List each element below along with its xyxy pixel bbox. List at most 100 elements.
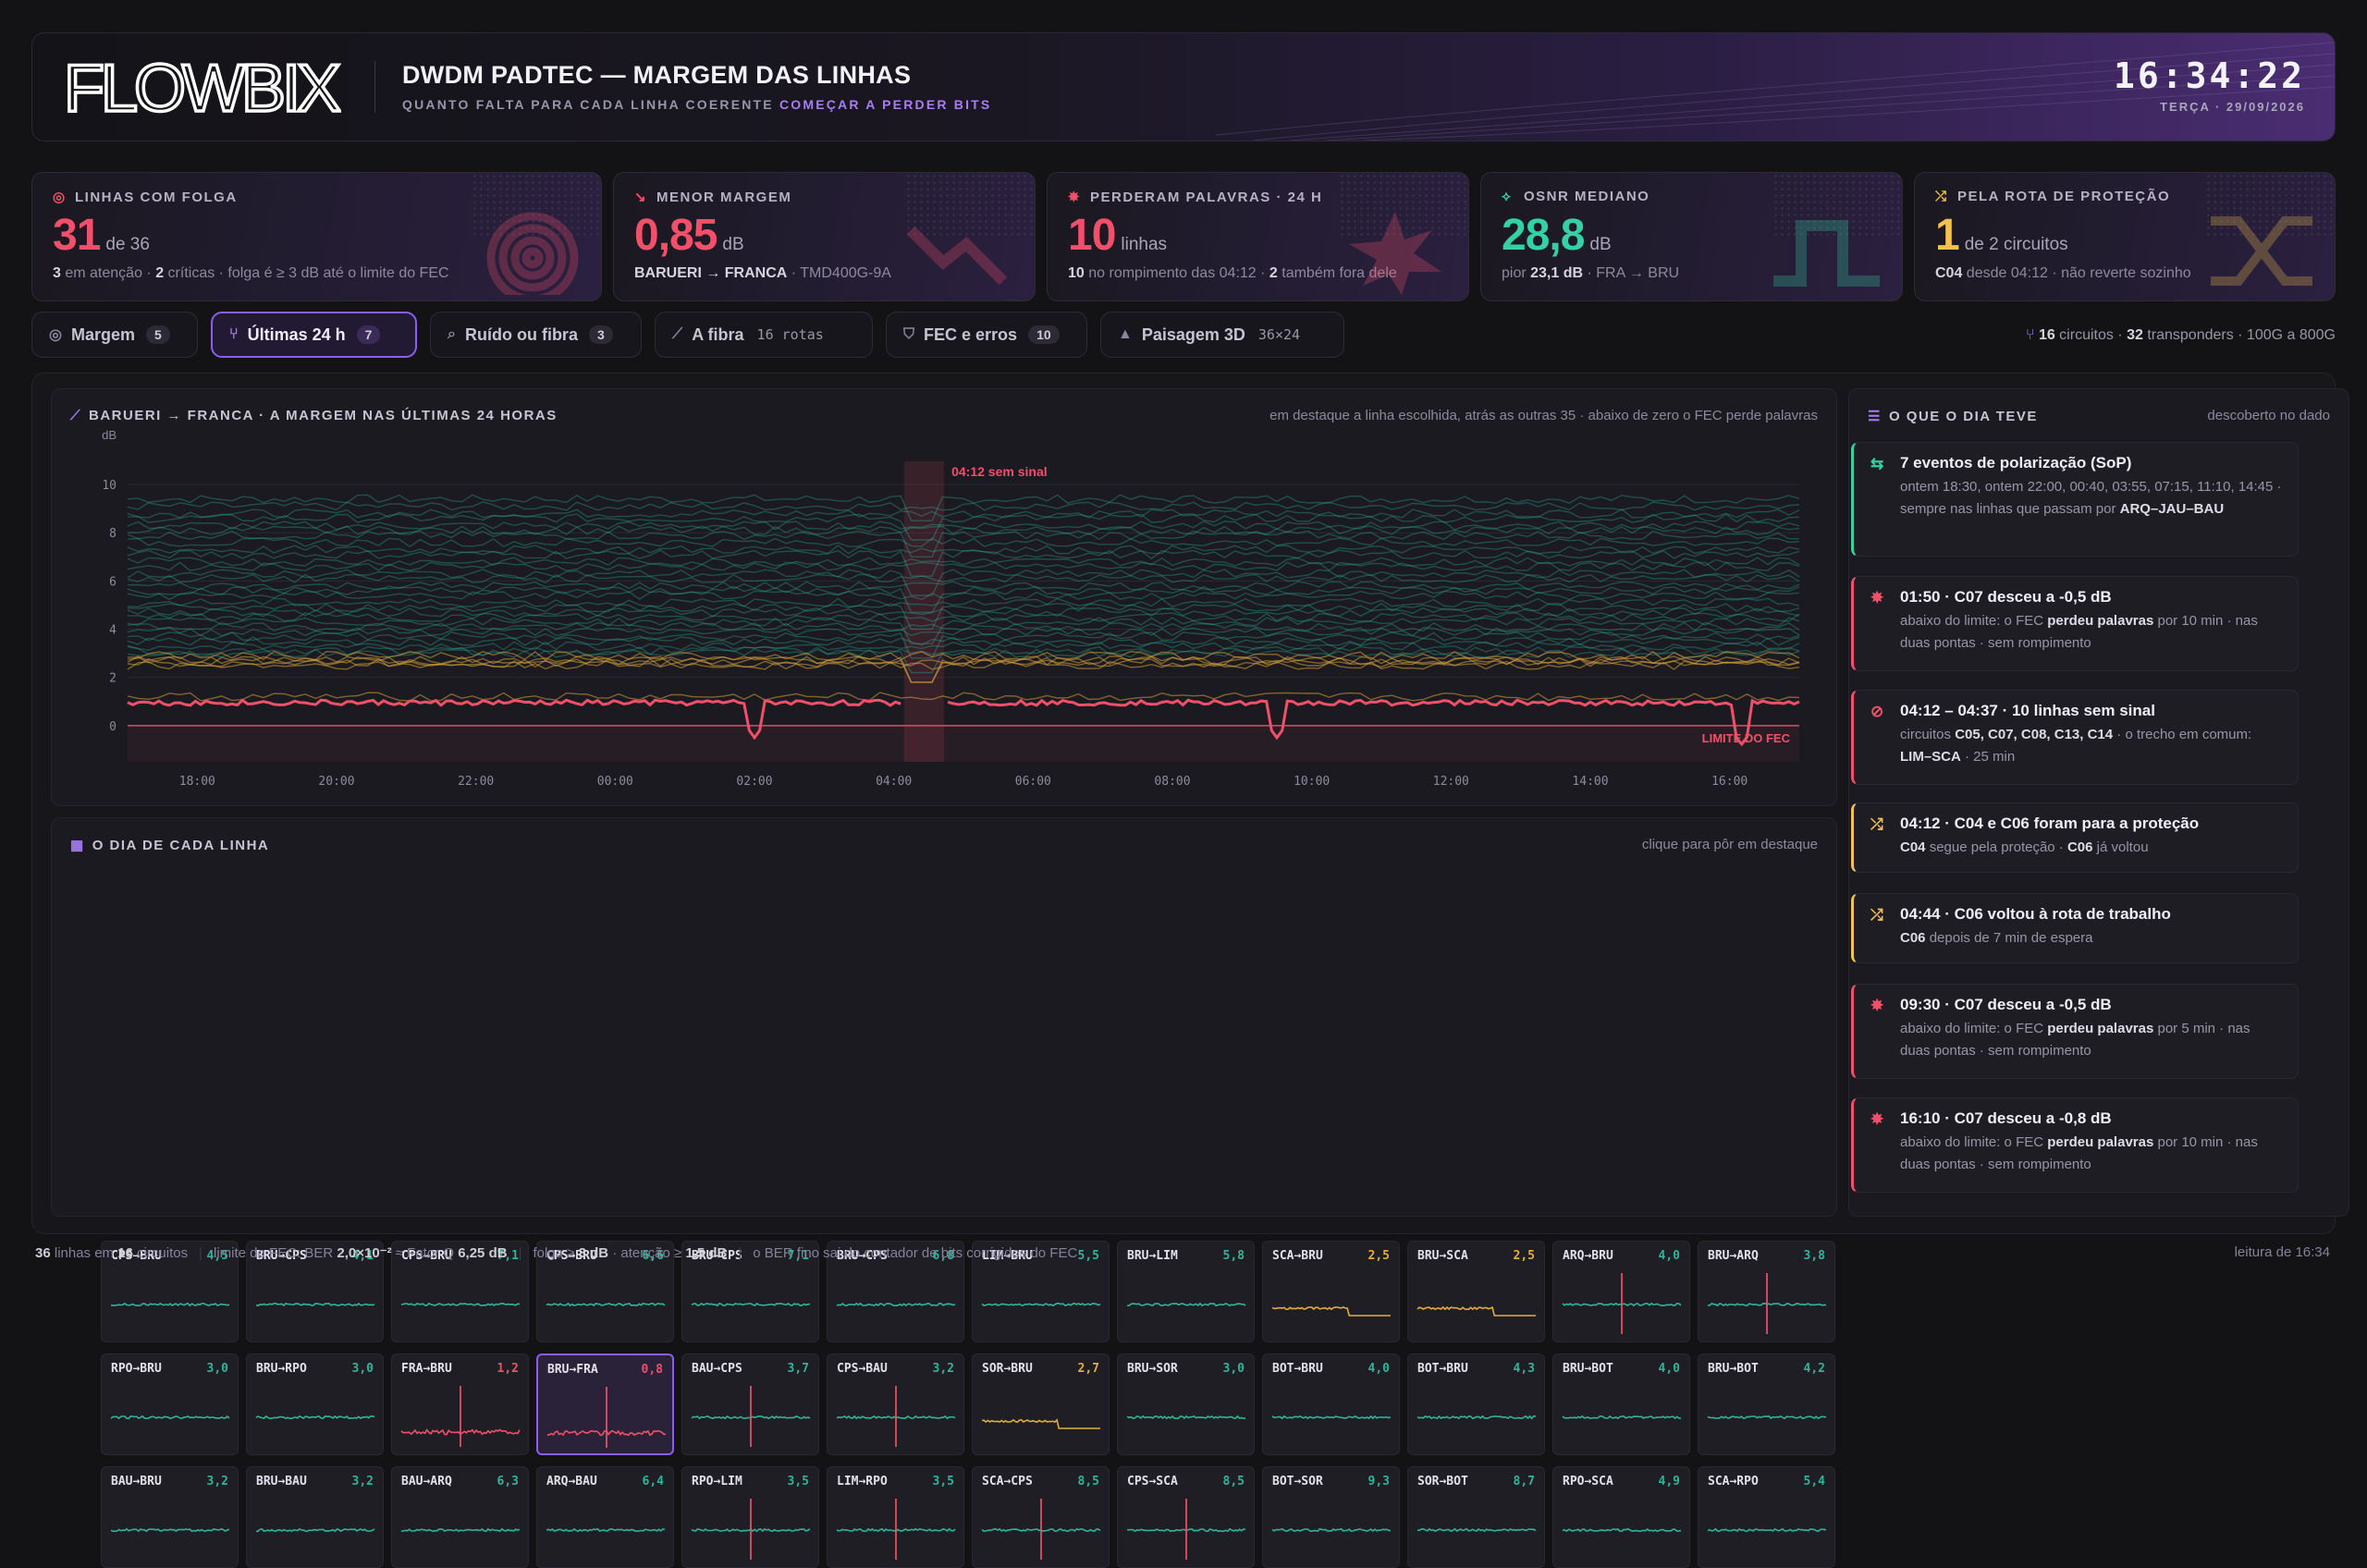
line-card[interactable]: BRU→CPS 4,1	[246, 1241, 384, 1342]
line-card-name: FRA→BRU	[401, 1362, 452, 1376]
line-card-name: LIM→BRU	[982, 1249, 1033, 1263]
tab-margem[interactable]: ◎ Margem 5	[31, 312, 198, 358]
highlight-line[interactable]	[127, 698, 1800, 747]
event-icon: ⇆	[1870, 455, 1884, 472]
event-icon: ✸	[1870, 997, 1884, 1014]
line-card[interactable]: SCA→CPS 8,5	[972, 1466, 1110, 1568]
outage-band	[903, 461, 945, 762]
line-card[interactable]: SCA→BRU 2,5	[1262, 1241, 1400, 1342]
line-card-name: BRU→CPS	[837, 1249, 888, 1263]
line-card-name: SCA→CPS	[982, 1475, 1033, 1488]
line-card[interactable]: CPS→BRU 6,6	[536, 1241, 674, 1342]
line-card[interactable]: RPO→SCA 4,9	[1552, 1466, 1690, 1568]
tab-badge: 10	[1028, 325, 1060, 344]
y-axis-label: dB	[102, 428, 117, 442]
line-card-name: BRU→CPS	[256, 1249, 307, 1263]
background-line	[127, 641, 1800, 652]
line-card-name: ARQ→BRU	[1563, 1249, 1613, 1263]
event-card[interactable]: ⤮ 04:44 · C06 voltou à rota de trabalho C0…	[1851, 893, 2299, 963]
tab-a-fibra[interactable]: ⟋ A fibra 16 rotas	[655, 312, 873, 358]
line-card[interactable]: SCA→RPO 5,4	[1698, 1466, 1835, 1568]
line-card[interactable]: BRU→BOT 4,2	[1698, 1354, 1835, 1455]
line-card-margin: 4,9	[1658, 1475, 1680, 1488]
event-card[interactable]: ⊘ 04:12 – 04:37 · 10 linhas sem sinal circ…	[1851, 690, 2299, 785]
line-card-margin: 3,0	[1222, 1362, 1245, 1376]
line-card[interactable]: SOR→BOT 8,7	[1407, 1466, 1545, 1568]
tab-ruido-ou-fibra[interactable]: ⌕ Ruído ou fibra 3	[430, 312, 642, 358]
line-card[interactable]: BRU→BAU 3,2	[246, 1466, 384, 1568]
line-card-margin: 4,0	[1658, 1362, 1680, 1376]
line-card[interactable]: BRU→CPS 6,8	[827, 1241, 964, 1342]
line-card[interactable]: BOT→SOR 9,3	[1262, 1466, 1400, 1568]
line-card[interactable]: LIM→BRU 5,5	[972, 1241, 1110, 1342]
line-card[interactable]: RPO→LIM 3,5	[681, 1466, 819, 1568]
line-card[interactable]: BRU→BOT 4,0	[1552, 1354, 1690, 1455]
pulse-decoration	[1773, 220, 1880, 287]
event-body: circuitos C05, C07, C08, C13, C14 · o tr…	[1900, 727, 2252, 765]
line-card[interactable]: SOR→BRU 2,7	[972, 1354, 1110, 1455]
line-card-margin: 3,2	[351, 1475, 374, 1488]
kpi-card-0: ◎ LINHAS COM FOLGA 31 de 36 3 em atenção · 2…	[31, 172, 602, 301]
line-card-margin: 3,7	[787, 1362, 809, 1376]
margin-chart[interactable]: 10 8 6 4 2 0 dB 18:00 20:00 22:00 00:00 02:00 04:00 0…	[52, 389, 1836, 805]
line-card-name: BAU→BRU	[111, 1475, 162, 1488]
line-card[interactable]: CPS→BRU 7,1	[391, 1241, 529, 1342]
shuffle-icon: ⤮	[1935, 189, 1948, 204]
sparkline-path	[836, 1302, 956, 1307]
line-card[interactable]: ARQ→BRU 4,0	[1552, 1241, 1690, 1342]
line-card[interactable]: BRU→RPO 3,0	[246, 1354, 384, 1455]
clock-date: TERÇA · 29/09/2026	[2160, 100, 2305, 114]
line-card-sparkline	[110, 1527, 230, 1533]
line-card-sparkline	[400, 1302, 521, 1307]
line-card[interactable]: BRU→FRA 0,8	[536, 1354, 674, 1455]
tab-fec-e-erros[interactable]: ⛉ FEC e erros 10	[886, 312, 1087, 358]
line-card-sparkline	[1708, 1273, 1827, 1334]
line-card[interactable]: BOT→BRU 4,3	[1407, 1354, 1545, 1455]
tab-ultimas-24h[interactable]: ⑂ Últimas 24 h 7	[211, 312, 417, 358]
line-card[interactable]: BOT→BRU 4,0	[1262, 1354, 1400, 1455]
pulse-icon: ⟡	[1502, 189, 1513, 204]
kpi-label: ◎ LINHAS COM FOLGA	[53, 189, 238, 205]
line-card[interactable]: BRU→ARQ 3,8	[1698, 1241, 1835, 1342]
kpi-foot-d: também fora dele	[1277, 265, 1397, 281]
line-card[interactable]: ARQ→BAU 6,4	[536, 1466, 674, 1568]
x-tick-label: 18:00	[179, 775, 215, 789]
kpi-footnote: BARUERI → FRANCA · TMD400G-9A	[634, 265, 891, 282]
line-card-name: BRU→BAU	[256, 1475, 307, 1488]
sparkline-path	[1271, 1306, 1391, 1317]
kpi-foot-d: críticas · folga é ≥ 3 dB até o limite d…	[164, 265, 449, 281]
event-card[interactable]: ⇆ 7 eventos de polarização (SoP) ontem 18:…	[1851, 442, 2299, 557]
line-card[interactable]: FRA→BRU 1,2	[391, 1354, 529, 1455]
line-card[interactable]: CPS→SCA 8,5	[1117, 1466, 1255, 1568]
line-card[interactable]: RPO→BRU 3,0	[101, 1354, 239, 1455]
line-card[interactable]: BRU→SCA 2,5	[1407, 1241, 1545, 1342]
background-line	[127, 626, 1800, 637]
line-card-name: BRU→CPS	[692, 1249, 742, 1263]
line-card[interactable]: BAU→BRU 3,2	[101, 1466, 239, 1568]
tab-paisagem-3d[interactable]: ▲ Paisagem 3D 36×24	[1100, 312, 1344, 358]
event-card[interactable]: ✸ 01:50 · C07 desceu a -0,5 dB abaixo do l…	[1851, 576, 2299, 671]
line-card[interactable]: BAU→ARQ 6,3	[391, 1466, 529, 1568]
line-card[interactable]: CPS→BAU 3,2	[827, 1354, 964, 1455]
line-card-margin: 3,0	[206, 1362, 228, 1376]
line-card[interactable]: BAU→CPS 3,7	[681, 1354, 819, 1455]
event-card[interactable]: ⤮ 04:12 · C04 e C06 foram para a proteção…	[1851, 802, 2299, 873]
line-card-sparkline	[836, 1302, 956, 1307]
clock-time: 16:34:22	[2113, 55, 2305, 96]
line-card[interactable]: LIM→RPO 3,5	[827, 1466, 964, 1568]
line-card[interactable]: BRU→LIM 5,8	[1117, 1241, 1255, 1342]
sparkline-path	[1126, 1302, 1246, 1307]
background-line	[127, 621, 1800, 632]
line-card-margin: 4,1	[351, 1249, 374, 1263]
line-card[interactable]: BRU→SOR 3,0	[1117, 1354, 1255, 1455]
background-line	[127, 590, 1800, 601]
background-line	[127, 537, 1800, 548]
sparkline-path	[1417, 1527, 1537, 1533]
event-card[interactable]: ✸ 16:10 · C07 desceu a -0,8 dB abaixo do l…	[1851, 1097, 2299, 1193]
line-card-sparkline	[546, 1302, 666, 1307]
line-card-sparkline	[1126, 1499, 1246, 1560]
kpi-label-text: PELA ROTA DE PROTEÇÃO	[1957, 189, 2171, 204]
line-card-sparkline	[691, 1302, 811, 1307]
line-card[interactable]: BRU→CPS 7,1	[681, 1241, 819, 1342]
event-card[interactable]: ✸ 09:30 · C07 desceu a -0,5 dB abaixo do l…	[1851, 984, 2299, 1079]
